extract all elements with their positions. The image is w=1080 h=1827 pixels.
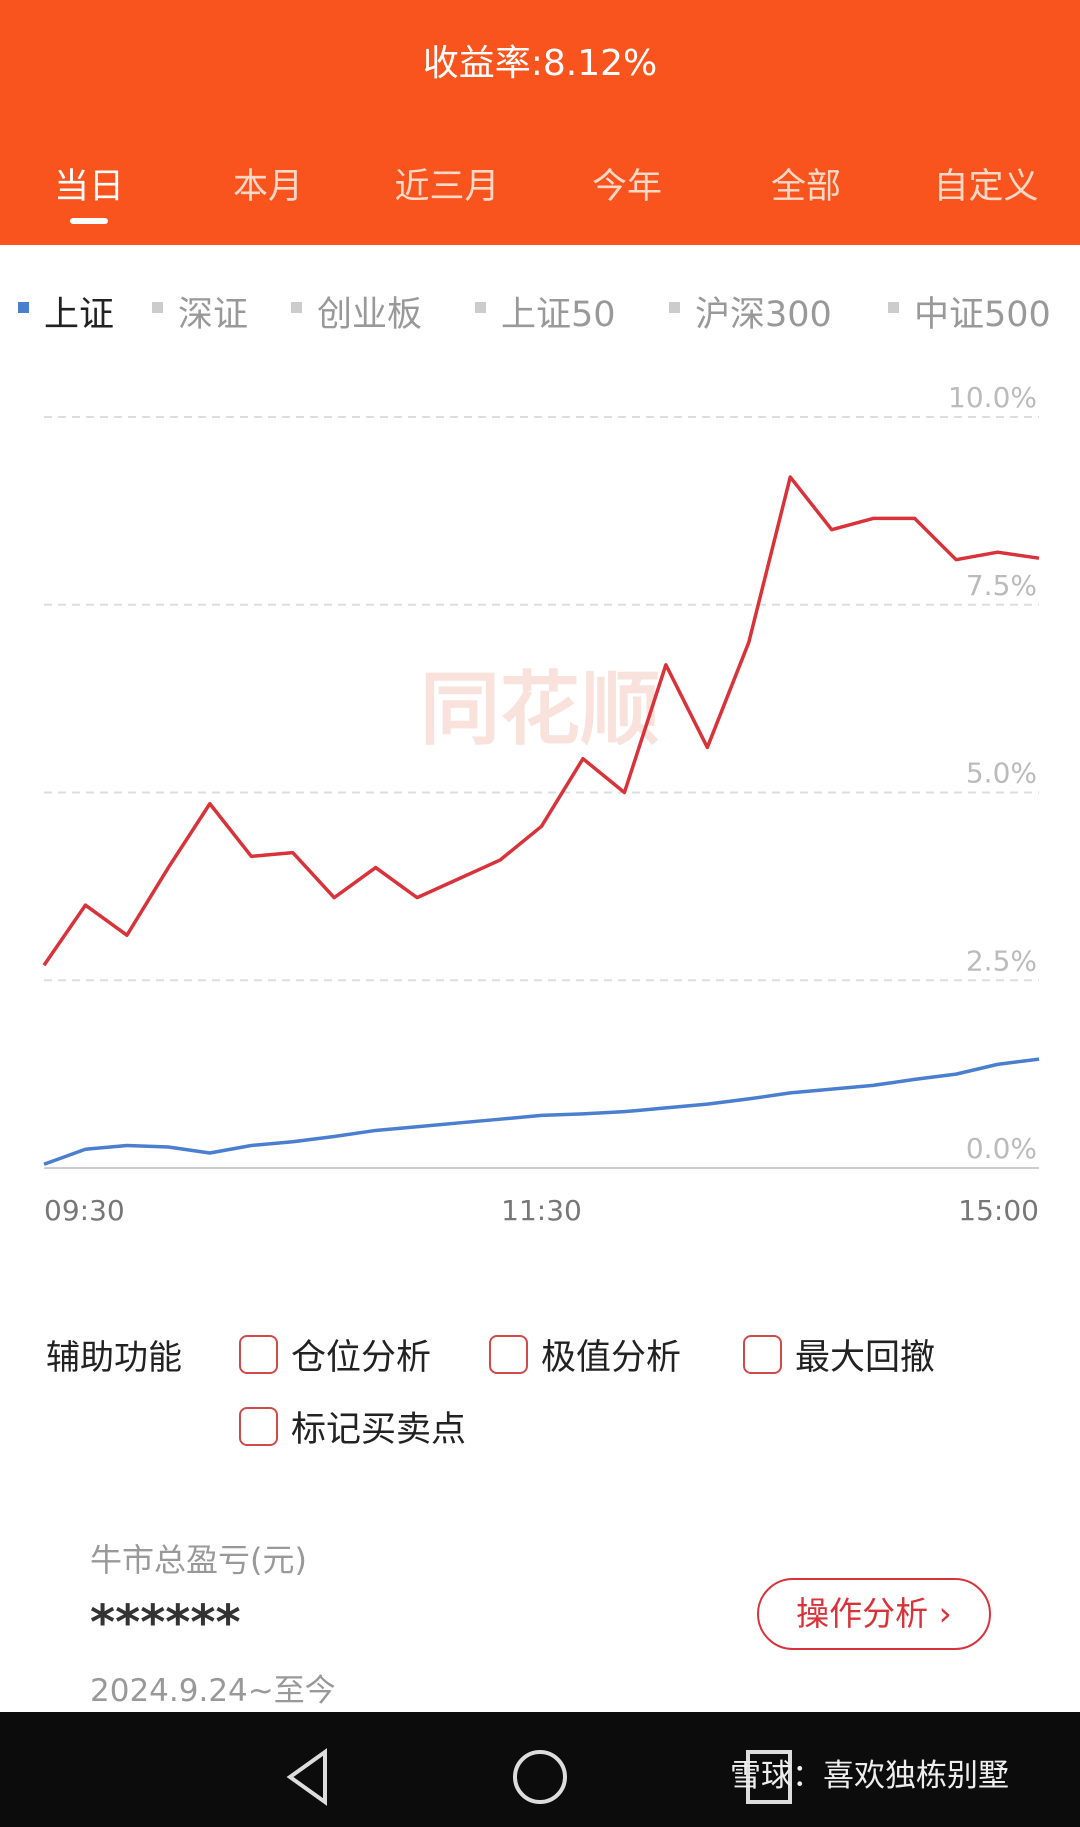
series-line <box>42 475 1040 967</box>
period-tab[interactable]: 自定义 <box>933 167 1039 207</box>
checkbox[interactable] <box>239 1407 278 1446</box>
index-marker <box>18 302 29 313</box>
index-tab[interactable]: 深证 <box>178 295 249 335</box>
index-marker <box>888 302 899 313</box>
index-marker <box>291 302 302 313</box>
x-tick-label: 15:00 <box>958 1194 1039 1227</box>
period-tab[interactable]: 当日 <box>53 167 124 207</box>
index-marker <box>475 302 486 313</box>
y-tick-label: 7.5% <box>966 569 1037 602</box>
tab-indicator <box>70 218 108 224</box>
checkbox-label[interactable]: 最大回撤 <box>795 1338 936 1378</box>
checkbox[interactable] <box>489 1335 528 1374</box>
index-marker <box>669 302 680 313</box>
period-tab[interactable]: 全部 <box>770 167 841 207</box>
nav-bar: 雪球：喜欢独栋别墅 <box>0 1712 1080 1827</box>
checkbox-label[interactable]: 极值分析 <box>541 1338 682 1378</box>
summary-value: ****** <box>90 1595 241 1651</box>
summary-period: 2024.9.24~至今 <box>90 1673 336 1709</box>
index-marker <box>152 302 163 313</box>
period-tab[interactable]: 本月 <box>232 167 303 207</box>
analysis-button[interactable]: 操作分析 › <box>757 1578 991 1650</box>
chart: 同花顺 0.0% 2.5% 5.0% 7.5% 10.0% 09:30 11:30 15:00 <box>42 381 1040 1227</box>
checkbox-label[interactable]: 标记买卖点 <box>291 1410 467 1450</box>
index-tab[interactable]: 创业板 <box>317 295 423 335</box>
checkbox-label[interactable]: 仓位分析 <box>291 1338 432 1378</box>
x-tick-label: 09:30 <box>44 1194 125 1227</box>
tools-label: 辅助功能 <box>46 1338 182 1378</box>
y-tick-label: 0.0% <box>966 1132 1037 1165</box>
watermark-logo: 同花顺 <box>420 663 660 756</box>
index-tab[interactable]: 沪深300 <box>695 295 832 335</box>
series-line <box>43 1057 1040 1166</box>
title: 收益率:8.12% <box>422 43 658 84</box>
index-tab[interactable]: 中证500 <box>914 295 1051 335</box>
y-tick-label: 10.0% <box>948 381 1037 414</box>
period-tab[interactable]: 今年 <box>591 167 662 207</box>
period-tab[interactable]: 近三月 <box>394 167 500 207</box>
index-tab[interactable]: 上证50 <box>501 295 616 335</box>
y-tick-label: 2.5% <box>966 944 1037 977</box>
header: 收益率:8.12% 当日 本月 近三月 今年 全部 自定义 <box>0 0 1080 245</box>
y-tick-label: 5.0% <box>966 757 1037 790</box>
checkbox[interactable] <box>239 1335 278 1374</box>
watermark: 雪球：喜欢独栋别墅 <box>730 1758 1009 1794</box>
nav-icons <box>286 1748 792 1806</box>
x-tick-label: 11:30 <box>501 1194 582 1227</box>
checkbox[interactable] <box>743 1335 782 1374</box>
index-tab[interactable]: 上证 <box>44 295 115 335</box>
summary-label: 牛市总盈亏(元) <box>90 1541 307 1579</box>
